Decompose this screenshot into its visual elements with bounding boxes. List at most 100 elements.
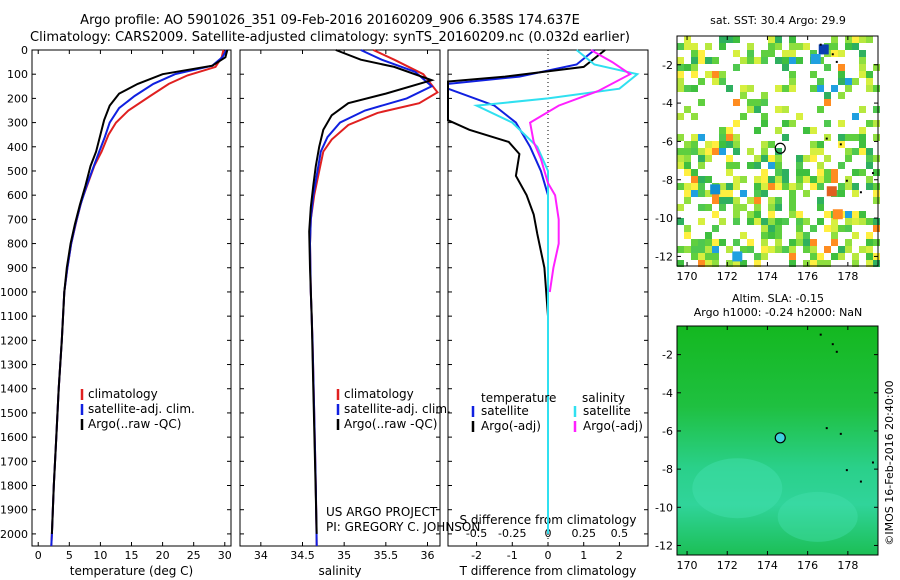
sst-cell [845, 148, 852, 155]
sst-cell [775, 36, 782, 43]
sst-cell [866, 260, 873, 267]
x-tick-label: 2 [616, 549, 623, 562]
sst-cell [775, 204, 782, 211]
sst-cell [747, 50, 754, 57]
map-y-tick-label: -8 [662, 174, 673, 187]
series-line-s-satellite [472, 49, 640, 534]
sst-cell [859, 211, 866, 218]
sst-cell [719, 141, 726, 148]
sst-cell [859, 71, 866, 78]
sst-cell [796, 176, 803, 183]
sst-cell [782, 64, 789, 71]
sst-cell [817, 169, 824, 176]
sst-cell [817, 197, 824, 204]
sst-cell [775, 43, 782, 50]
island-speck [835, 350, 838, 353]
sst-cell [824, 225, 831, 232]
map-x-tick-label: 176 [797, 559, 818, 572]
sst-cell [866, 78, 873, 85]
sst-cell [796, 162, 803, 169]
sst-cell [817, 78, 824, 85]
sst-cell [831, 176, 838, 183]
sst-cell [866, 85, 873, 92]
y-tick-label: 700 [7, 213, 28, 226]
sst-cell [789, 85, 796, 92]
legend-label: Argo(-adj) [583, 419, 643, 433]
sst-cell [831, 36, 838, 43]
sst-cell [684, 183, 691, 190]
sst-cell [698, 204, 705, 211]
sst-cell [873, 190, 880, 197]
sst-cell [677, 246, 684, 253]
island-speck [825, 137, 828, 140]
sst-cell [768, 155, 775, 162]
y-tick-label: 1700 [0, 455, 28, 468]
sst-cell [726, 85, 733, 92]
sst-cell [761, 218, 768, 225]
sst-cell [747, 246, 754, 253]
sst-cell [705, 57, 712, 64]
map-x-tick-label: 176 [797, 270, 818, 283]
sst-cell [873, 155, 880, 162]
sst-cell [824, 155, 831, 162]
sst-cell [824, 260, 831, 267]
sst-cell [866, 71, 873, 78]
sst-cell [803, 127, 810, 134]
sst-cell [818, 44, 829, 55]
sst-cell [866, 232, 873, 239]
sst-cell [838, 92, 845, 99]
sst-cell [775, 162, 782, 169]
sst-cell [789, 57, 796, 64]
sst-cell [873, 239, 880, 246]
sst-cell [712, 71, 719, 78]
sst-cell [691, 113, 698, 120]
sst-cell [789, 36, 796, 43]
sst-cell [838, 162, 845, 169]
sst-cell [761, 57, 768, 64]
sst-cell [831, 169, 838, 176]
sst-cell [754, 190, 761, 197]
sst-cell [754, 57, 761, 64]
x-tick-label: 10 [93, 549, 107, 562]
sst-cell [691, 176, 698, 183]
sst-cell [831, 85, 838, 92]
map-y-tick-label: -6 [662, 135, 673, 148]
map-y-tick-label: -4 [662, 97, 673, 110]
sst-cell [733, 64, 740, 71]
sst-cell [838, 225, 845, 232]
x-tick-label: 36 [421, 549, 435, 562]
sst-cell [733, 36, 740, 43]
series-line-argo-raw-qc- [308, 49, 435, 534]
sst-cell [845, 43, 852, 50]
sst-cell [740, 85, 747, 92]
sst-cell [684, 148, 691, 155]
sst-cell [684, 64, 691, 71]
sst-cell [838, 190, 845, 197]
sst-cell [761, 148, 768, 155]
sst-cell [705, 253, 712, 260]
sst-cell [824, 134, 831, 141]
sst-cell [810, 183, 817, 190]
y-tick-label: 1000 [0, 286, 28, 299]
sst-cell [873, 64, 880, 71]
sst-cell [768, 176, 775, 183]
sst-cell [705, 204, 712, 211]
sst-cell [726, 134, 733, 141]
y-tick-label: 1300 [0, 359, 28, 372]
sst-cell [733, 204, 740, 211]
sst-cell [859, 246, 866, 253]
map-y-tick-label: -8 [662, 463, 673, 476]
sst-cell [761, 141, 768, 148]
sst-cell [789, 260, 796, 267]
sst-cell [817, 162, 824, 169]
sst-cell [733, 148, 740, 155]
sst-cell [782, 183, 789, 190]
sst-cell [761, 155, 768, 162]
sst-cell [789, 183, 796, 190]
sst-cell [824, 99, 831, 106]
sst-cell [866, 176, 873, 183]
sst-cell [796, 225, 803, 232]
sst-cell [733, 134, 740, 141]
sst-cell [859, 127, 866, 134]
sst-cell [719, 134, 726, 141]
